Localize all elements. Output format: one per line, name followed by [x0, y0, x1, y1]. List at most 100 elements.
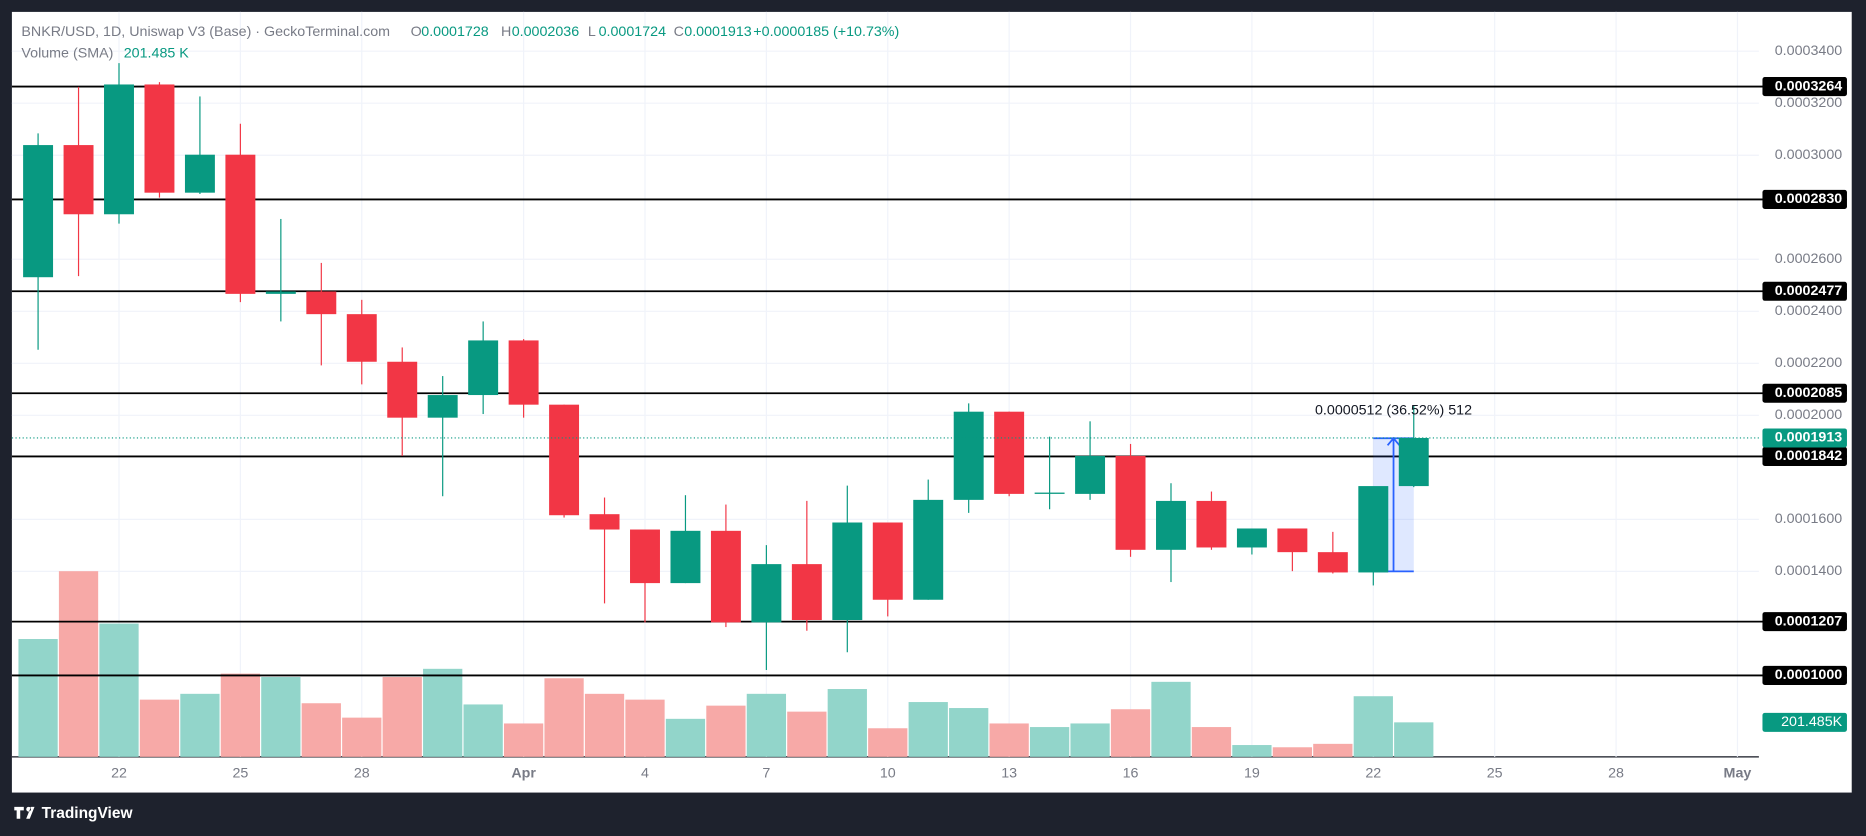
- candle-body: [1358, 486, 1389, 573]
- volume-bar: [1232, 745, 1272, 757]
- candle-body: [832, 522, 863, 621]
- level-label: 0.0002830: [1775, 191, 1843, 207]
- candle-body: [1317, 552, 1348, 573]
- x-tick-label: 19: [1244, 765, 1260, 781]
- volume-bar: [949, 708, 989, 757]
- volume-bar: [1353, 696, 1393, 757]
- footer: TradingView: [42, 805, 134, 822]
- level-tag: [1762, 612, 1847, 632]
- y-tick-label: 0.0003400: [1775, 43, 1843, 59]
- candle-body: [1156, 500, 1186, 550]
- candle-body: [346, 314, 377, 362]
- candle-body: [589, 514, 620, 530]
- level-label: 0.0002085: [1775, 385, 1843, 401]
- ohlc-key: H: [501, 24, 511, 40]
- level-label: 0.0001000: [1775, 667, 1843, 683]
- candle-body: [427, 395, 458, 418]
- candle-body: [306, 291, 337, 315]
- candle-body: [630, 529, 660, 584]
- plot: 0.0003400 0.0003200 0.0003000 0.0002600 0.00…: [11, 11, 1847, 781]
- y-tick-label: 0.0001600: [1775, 511, 1843, 527]
- ohlc-key: O: [411, 24, 422, 40]
- y-tick-label: 0.0003000: [1775, 147, 1843, 163]
- ohlc-key: C: [674, 24, 684, 40]
- x-tick-label: 4: [641, 765, 649, 781]
- x-tick-label: 13: [1001, 765, 1017, 781]
- ohlc-value: 0.0001724: [599, 24, 667, 40]
- candle-body: [225, 154, 256, 294]
- x-tick-label: 10: [880, 765, 896, 781]
- volume-bar: [787, 711, 827, 757]
- level-tag: [1762, 383, 1847, 403]
- level-tag: [1762, 77, 1847, 97]
- last-price-tag: [1762, 428, 1847, 448]
- candle-body: [1277, 528, 1308, 553]
- x-tick-label: 25: [232, 765, 248, 781]
- y-tick-label: 0.0003200: [1775, 95, 1843, 111]
- candle-body: [1115, 455, 1146, 550]
- candle-body: [184, 154, 215, 193]
- candle-body: [710, 530, 741, 623]
- candle-body: [468, 340, 499, 396]
- level-tag: [1762, 665, 1847, 685]
- volume-bar: [827, 689, 867, 757]
- candle-body: [791, 564, 822, 621]
- x-tick-label: 22: [1365, 765, 1381, 781]
- candle-body: [1236, 528, 1267, 548]
- volume-tag-label: 201.485K: [1781, 714, 1843, 730]
- volume-bar: [706, 705, 746, 757]
- volume-bar: [908, 702, 948, 757]
- volume-bar: [261, 677, 301, 757]
- volume-bar: [1151, 681, 1191, 757]
- volume-legend-value: 201.485 K: [124, 45, 190, 61]
- volume-bar: [220, 673, 261, 757]
- level-label: 0.0001207: [1775, 613, 1843, 629]
- volume-bar: [1070, 723, 1110, 757]
- y-tick-label: 0.0001400: [1775, 563, 1843, 579]
- volume-bar: [1394, 722, 1434, 757]
- volume-bar: [665, 718, 706, 757]
- volume-bar: [1029, 727, 1070, 757]
- candle-body: [387, 361, 418, 418]
- volume-bar: [301, 703, 341, 757]
- volume-tag: [1762, 712, 1847, 732]
- y-tick-label: 0.0002000: [1775, 407, 1843, 423]
- change-label: +0.0000185 (+10.73%): [753, 24, 899, 40]
- x-tick-label: 28: [354, 765, 370, 781]
- candle-body: [265, 291, 296, 294]
- volume-bar: [868, 728, 908, 757]
- x-tick-label: 7: [762, 765, 770, 781]
- ohlc-key: L: [588, 24, 596, 40]
- chart-title: BNKR/USD, 1D, Uniswap V3 (Base) · GeckoT…: [21, 24, 390, 40]
- x-tick-label: 16: [1123, 765, 1139, 781]
- candle-body: [549, 404, 580, 516]
- volume-bar: [382, 677, 422, 757]
- volume-bar: [989, 723, 1029, 757]
- x-tick-label: May: [1724, 765, 1752, 781]
- ohlc-value: 0.0001913: [684, 24, 752, 40]
- candle-body: [913, 499, 944, 600]
- volume-bar: [180, 693, 220, 757]
- candle-body: [63, 145, 94, 215]
- volume-bar: [139, 699, 180, 757]
- candle-body: [872, 522, 903, 600]
- x-tick-label: Apr: [511, 765, 536, 781]
- candle-body: [508, 340, 539, 405]
- y-tick-label: 0.0002200: [1775, 355, 1843, 371]
- volume-bar: [544, 678, 584, 757]
- volume-bar: [746, 693, 787, 757]
- volume-bar: [423, 668, 463, 757]
- level-tag: [1762, 446, 1847, 466]
- candle-body: [144, 84, 175, 193]
- x-tick-label: 28: [1608, 765, 1624, 781]
- last-price-label: 0.0001913: [1775, 430, 1843, 446]
- volume-bar: [584, 693, 625, 757]
- candle-body: [994, 411, 1025, 494]
- volume-bar: [1313, 743, 1353, 757]
- candle-body: [1034, 492, 1065, 494]
- candle-body: [1075, 455, 1106, 494]
- candle-body: [1398, 437, 1429, 487]
- candle-body: [751, 564, 782, 623]
